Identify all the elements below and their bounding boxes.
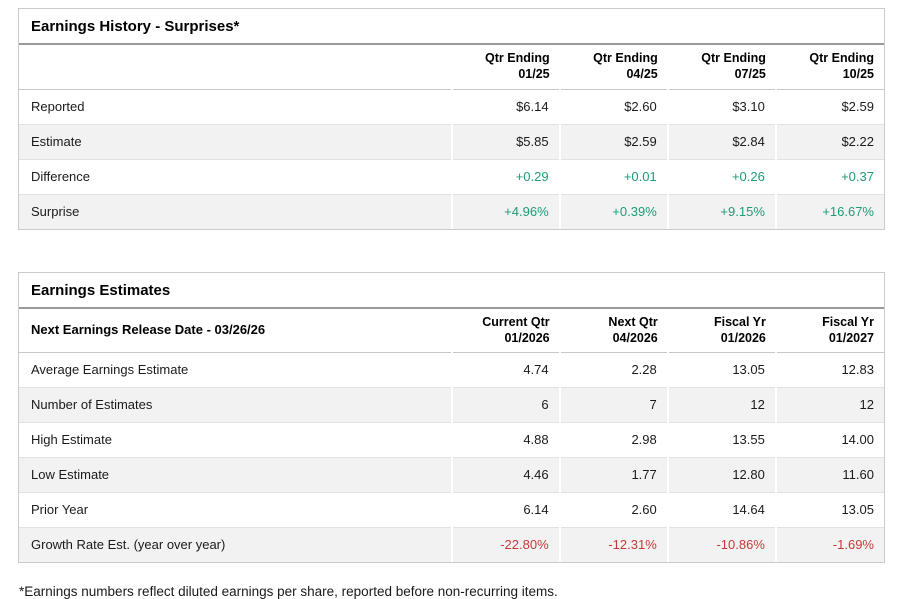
- cell-value: 4.88: [450, 422, 560, 458]
- estimates-column-header: Fiscal Yr 01/2027: [775, 308, 884, 353]
- column-header-line1: Qtr Ending: [809, 51, 874, 65]
- cell-value: 7: [558, 387, 668, 423]
- column-header-line2: 01/2026: [504, 330, 550, 345]
- earnings-history-table: Qtr Ending 01/25 Qtr Ending 04/25 Qtr En…: [19, 45, 884, 229]
- cell-value: 4.74: [450, 352, 560, 388]
- column-header-line1: Fiscal Yr: [822, 314, 874, 329]
- cell-value: -1.69%: [774, 527, 884, 562]
- row-label: High Estimate: [31, 432, 112, 447]
- cell-value: $5.85: [450, 124, 560, 159]
- cell-value: 2.98: [558, 422, 668, 458]
- estimates-column-header: Next Qtr 04/2026: [559, 308, 668, 353]
- cell-value: 2.28: [558, 352, 668, 388]
- cell-value: $6.14: [450, 89, 560, 124]
- cell-value: 12: [774, 387, 884, 423]
- cell-value: $2.84: [666, 124, 776, 159]
- cell-value: 4.46: [450, 457, 560, 493]
- next-earnings-release-date: Next Earnings Release Date - 03/26/26: [19, 308, 452, 353]
- cell-value: -12.31%: [558, 527, 668, 562]
- table-row-low-estimate: Low Estimate 4.46 1.77 12.80 11.60: [19, 457, 884, 493]
- table-row-number-of-estimates: Number of Estimates 6 7 12 12: [19, 387, 884, 423]
- cell-value: 12.83: [774, 352, 884, 388]
- table-row-estimate: Estimate $5.85 $2.59 $2.84 $2.22: [19, 124, 884, 159]
- table-row-prior-year: Prior Year 6.14 2.60 14.64 13.05: [19, 492, 884, 528]
- history-column-header: Qtr Ending 07/25: [667, 45, 776, 90]
- table-row-difference: Difference +0.29 +0.01 +0.26 +0.37: [19, 159, 884, 194]
- cell-value: 13.55: [666, 422, 776, 458]
- column-header-line2: 01/25: [518, 67, 550, 82]
- earnings-estimates-section: Earnings Estimates Next Earnings Release…: [18, 271, 885, 563]
- history-header-spacer: [19, 45, 452, 90]
- cell-value: $3.10: [666, 89, 776, 124]
- cell-value: $2.59: [558, 124, 668, 159]
- table-row-average-earnings-estimate: Average Earnings Estimate 4.74 2.28 13.0…: [19, 352, 884, 388]
- column-header-line1: Current Qtr: [482, 314, 550, 329]
- cell-value: +9.15%: [666, 194, 776, 229]
- earnings-history-section: Earnings History - Surprises* Qtr Ending…: [18, 8, 885, 230]
- history-column-header: Qtr Ending 10/25: [775, 45, 884, 90]
- cell-value: $2.60: [558, 89, 668, 124]
- cell-value: 12.80: [666, 457, 776, 493]
- row-label: Estimate: [31, 133, 82, 149]
- column-header-line1: Qtr Ending: [593, 51, 658, 65]
- cell-value: 6.14: [450, 492, 560, 528]
- column-header-line2: 07/25: [734, 67, 766, 82]
- row-label: Average Earnings Estimate: [31, 362, 189, 377]
- earnings-estimates-title: Earnings Estimates: [19, 273, 884, 309]
- cell-value: 14.64: [666, 492, 776, 528]
- cell-value: +0.37: [774, 159, 884, 194]
- cell-value: 2.60: [558, 492, 668, 528]
- cell-value: +4.96%: [450, 194, 560, 229]
- row-label: Growth Rate Est. (year over year): [31, 537, 226, 552]
- table-row-high-estimate: High Estimate 4.88 2.98 13.55 14.00: [19, 422, 884, 458]
- history-header-row: Qtr Ending 01/25 Qtr Ending 04/25 Qtr En…: [19, 45, 884, 90]
- cell-value: -22.80%: [450, 527, 560, 562]
- column-header-line1: Next Qtr: [608, 314, 658, 329]
- cell-value: 12: [666, 387, 776, 423]
- earnings-estimates-table: Next Earnings Release Date - 03/26/26 Cu…: [19, 308, 884, 562]
- cell-value: $2.59: [774, 89, 884, 124]
- column-header-line1: Qtr Ending: [485, 51, 550, 65]
- cell-value: $2.22: [774, 124, 884, 159]
- history-column-header: Qtr Ending 01/25: [451, 45, 560, 90]
- column-header-line2: 10/25: [842, 67, 874, 82]
- table-row-surprise: Surprise +4.96% +0.39% +9.15% +16.67%: [19, 194, 884, 229]
- row-label: Surprise: [31, 203, 80, 219]
- cell-value: +0.26: [666, 159, 776, 194]
- column-header-line2: 04/25: [626, 67, 658, 82]
- estimates-column-header: Current Qtr 01/2026: [451, 308, 560, 353]
- cell-value: 11.60: [774, 457, 884, 493]
- table-row-growth-rate-est: Growth Rate Est. (year over year) -22.80…: [19, 527, 884, 562]
- estimates-column-header: Fiscal Yr 01/2026: [667, 308, 776, 353]
- earnings-history-title: Earnings History - Surprises*: [19, 9, 884, 45]
- footnote: *Earnings numbers reflect diluted earnin…: [19, 584, 558, 599]
- cell-value: 1.77: [558, 457, 668, 493]
- cell-value: 13.05: [666, 352, 776, 388]
- table-row-reported: Reported $6.14 $2.60 $3.10 $2.59: [19, 89, 884, 124]
- column-header-line2: 04/2026: [612, 330, 658, 345]
- cell-value: +16.67%: [774, 194, 884, 229]
- row-label: Number of Estimates: [31, 397, 153, 412]
- estimates-header-row: Next Earnings Release Date - 03/26/26 Cu…: [19, 308, 884, 353]
- row-label: Difference: [31, 168, 91, 184]
- cell-value: +0.01: [558, 159, 668, 194]
- history-column-header: Qtr Ending 04/25: [559, 45, 668, 90]
- column-header-line1: Qtr Ending: [701, 51, 766, 65]
- cell-value: 6: [450, 387, 560, 423]
- row-label: Reported: [31, 98, 85, 114]
- cell-value: 13.05: [774, 492, 884, 528]
- column-header-line2: 01/2026: [720, 330, 766, 345]
- column-header-line2: 01/2027: [828, 330, 874, 345]
- column-header-line1: Fiscal Yr: [713, 314, 766, 329]
- row-label: Prior Year: [31, 502, 89, 517]
- cell-value: +0.39%: [558, 194, 668, 229]
- row-label: Low Estimate: [31, 467, 110, 482]
- cell-value: +0.29: [450, 159, 560, 194]
- cell-value: -10.86%: [666, 527, 776, 562]
- cell-value: 14.00: [774, 422, 884, 458]
